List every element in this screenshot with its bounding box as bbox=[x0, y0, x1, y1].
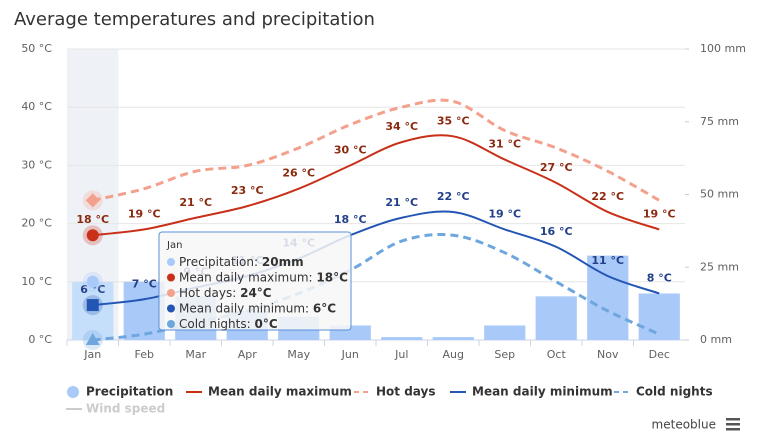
tooltip-dot bbox=[167, 320, 175, 328]
tooltip-value: 6°C bbox=[313, 301, 336, 315]
legend-label: Cold nights bbox=[636, 385, 713, 399]
tooltip-value: 20mm bbox=[262, 255, 304, 269]
tooltip-label: Cold nights: bbox=[179, 317, 251, 331]
data-label: 30 °C bbox=[334, 143, 367, 156]
dashed-line bbox=[92, 233, 660, 342]
data-label: 19 °C bbox=[128, 207, 161, 220]
tooltip-title: Jan bbox=[166, 240, 182, 251]
x-tick-label: Jan bbox=[83, 348, 101, 361]
y-tick-label: 20 °C bbox=[21, 217, 52, 230]
tooltip-line: Cold nights: 0°C bbox=[179, 317, 278, 331]
data-label: 19 °C bbox=[643, 207, 676, 220]
tooltip-label: Mean daily minimum: bbox=[179, 301, 309, 315]
data-label: 18 °C bbox=[76, 213, 109, 226]
hover-marker bbox=[86, 299, 99, 312]
tooltip-line: Hot days: 24°C bbox=[179, 286, 272, 300]
chart-title: Average temperatures and precipitation bbox=[14, 9, 375, 30]
data-label: 18 °C bbox=[334, 213, 367, 226]
hover-marker bbox=[85, 193, 100, 208]
menu-icon bbox=[726, 418, 740, 421]
tooltip-dot bbox=[167, 273, 175, 282]
x-tick-label: Apr bbox=[238, 348, 258, 361]
precip-bar bbox=[535, 296, 577, 340]
x-tick-label: Dec bbox=[649, 348, 670, 361]
y-tick-label: 50 °C bbox=[21, 42, 52, 55]
legend-label: Wind speed bbox=[86, 402, 165, 416]
line bbox=[92, 134, 660, 237]
dashed-line bbox=[92, 98, 660, 202]
data-label: 31 °C bbox=[488, 138, 521, 151]
hover-marker bbox=[85, 333, 100, 345]
hover-marker bbox=[86, 229, 99, 242]
x-tick-label: Mar bbox=[185, 348, 206, 361]
legend-label: Hot days bbox=[376, 385, 435, 399]
y2-tick-label: 100 mm bbox=[700, 42, 746, 55]
menu-icon bbox=[726, 428, 740, 431]
data-label: 26 °C bbox=[282, 167, 315, 180]
tooltip-value: 0°C bbox=[254, 317, 277, 331]
x-tick-label: Oct bbox=[547, 348, 567, 361]
y-tick-label: 0 °C bbox=[28, 333, 52, 346]
tooltip-line: Precipitation: 20mm bbox=[179, 255, 304, 269]
tooltip-dot bbox=[167, 289, 175, 297]
y-tick-label: 30 °C bbox=[21, 158, 52, 171]
precip-bar bbox=[484, 325, 526, 340]
y2-tick-label: 0 mm bbox=[700, 333, 732, 346]
data-label: 6 °C bbox=[80, 283, 105, 296]
data-label: 22 °C bbox=[437, 190, 470, 203]
tooltip-box bbox=[158, 231, 352, 331]
x-tick-label: Sep bbox=[494, 348, 515, 361]
data-label: 35 °C bbox=[437, 114, 470, 127]
x-tick-label: Jul bbox=[394, 348, 408, 361]
x-tick-label: Feb bbox=[135, 348, 154, 361]
precip-bar bbox=[638, 293, 680, 340]
legend-symbol bbox=[67, 386, 79, 398]
data-label: 7 °C bbox=[132, 277, 157, 290]
y-tick-label: 10 °C bbox=[21, 275, 52, 288]
data-label: 21 °C bbox=[385, 196, 418, 209]
data-label: 21 °C bbox=[179, 196, 212, 209]
y2-tick-label: 50 mm bbox=[700, 188, 739, 201]
tooltip-value: 24°C bbox=[240, 286, 272, 300]
data-label: 27 °C bbox=[540, 161, 573, 174]
y-tick-label: 40 °C bbox=[21, 100, 52, 113]
y2-tick-label: 25 mm bbox=[700, 260, 739, 273]
data-label: 11 °C bbox=[591, 254, 624, 267]
credit: meteoblue bbox=[652, 418, 716, 432]
x-tick-label: May bbox=[287, 348, 310, 361]
precip-bar bbox=[432, 337, 474, 340]
tooltip-value: 18°C bbox=[316, 270, 348, 284]
data-label: 8 °C bbox=[647, 271, 672, 284]
tooltip-dot bbox=[167, 258, 175, 266]
y2-tick-label: 75 mm bbox=[700, 115, 739, 128]
data-label: 22 °C bbox=[591, 190, 624, 203]
tooltip-line: Mean daily maximum: 18°C bbox=[179, 270, 348, 284]
data-label: 23 °C bbox=[231, 184, 264, 197]
tooltip-line: Mean daily minimum: 6°C bbox=[179, 301, 336, 315]
precip-bar bbox=[381, 337, 423, 340]
legend-label: Mean daily minimum bbox=[472, 385, 613, 399]
legend-label: Precipitation bbox=[86, 385, 173, 399]
x-tick-label: Jun bbox=[341, 348, 359, 361]
legend-label: Mean daily maximum bbox=[208, 385, 352, 399]
tooltip-label: Precipitation: bbox=[179, 255, 258, 269]
tooltip-label: Mean daily maximum: bbox=[179, 270, 313, 284]
hover-marker bbox=[86, 275, 99, 288]
data-label: 34 °C bbox=[385, 120, 418, 133]
data-label: 19 °C bbox=[488, 207, 521, 220]
tooltip-dot bbox=[167, 304, 175, 313]
menu-icon bbox=[726, 423, 740, 426]
x-tick-label: Aug bbox=[443, 348, 464, 361]
tooltip-label: Hot days: bbox=[179, 286, 236, 300]
data-label: 16 °C bbox=[540, 225, 573, 238]
x-tick-label: Nov bbox=[597, 348, 619, 361]
